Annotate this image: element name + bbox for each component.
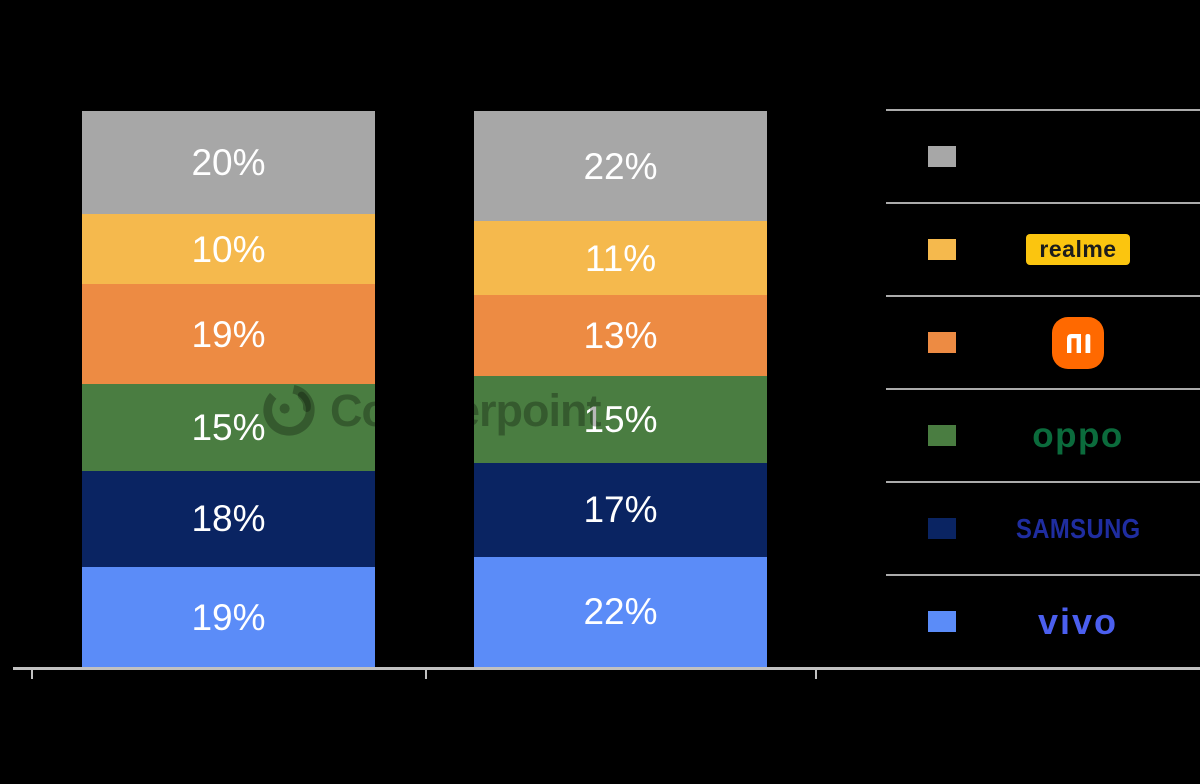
bar-segment-realme-1: 10% bbox=[82, 214, 375, 285]
legend-swatch-vivo bbox=[928, 611, 956, 632]
bar-segment-oppo-1: 15% bbox=[82, 384, 375, 471]
bar-column-1: 20% 10% 19% 15% 18% 19% bbox=[82, 111, 375, 667]
legend-row-others bbox=[886, 109, 1200, 202]
bar-segment-vivo-1: 19% bbox=[82, 567, 375, 667]
segment-value-label: 20% bbox=[191, 142, 266, 184]
bar-column-2: 22% 11% 13% 15% 17% 22% bbox=[474, 111, 767, 667]
bar-segment-vivo-2: 22% bbox=[474, 556, 767, 667]
segment-value-label: 19% bbox=[191, 313, 266, 355]
realme-logo: realme bbox=[1026, 234, 1130, 265]
vivo-logo: vivo bbox=[1037, 600, 1119, 642]
segment-value-label: 10% bbox=[191, 228, 266, 270]
x-axis-tick bbox=[31, 670, 33, 679]
segment-value-label: 19% bbox=[191, 596, 266, 638]
segment-value-label: 15% bbox=[191, 406, 266, 448]
legend-swatch-oppo bbox=[928, 425, 956, 446]
bar-segment-samsung-2: 17% bbox=[474, 462, 767, 557]
segment-value-label: 15% bbox=[583, 398, 658, 440]
x-axis-tick bbox=[815, 670, 817, 679]
samsung-logo: SAMSUNG bbox=[1015, 512, 1141, 544]
xiaomi-logo bbox=[1052, 316, 1104, 369]
segment-value-label: 22% bbox=[583, 591, 658, 633]
legend-logo-cell-realme: realme bbox=[956, 234, 1200, 265]
xiaomi-logo-glyph bbox=[1052, 316, 1104, 369]
bar-segment-oppo-2: 15% bbox=[474, 375, 767, 463]
legend-logo-cell-vivo: vivo bbox=[956, 600, 1200, 642]
bar-segment-xiaomi-2: 13% bbox=[474, 295, 767, 376]
bar-segment-samsung-1: 18% bbox=[82, 470, 375, 568]
bar-segment-others-2: 22% bbox=[474, 111, 767, 222]
segment-value-label: 17% bbox=[583, 489, 658, 531]
segment-value-label: 11% bbox=[584, 237, 657, 279]
x-axis-tick bbox=[425, 670, 427, 679]
oppo-logo: oppo bbox=[1032, 416, 1124, 455]
bar-segment-others-1: 20% bbox=[82, 111, 375, 215]
x-axis-line bbox=[13, 667, 1200, 670]
legend-logo-cell-xiaomi bbox=[956, 316, 1200, 369]
legend-row-vivo: vivo bbox=[886, 574, 1200, 667]
segment-value-label: 22% bbox=[583, 145, 658, 187]
legend-swatch-xiaomi bbox=[928, 332, 956, 353]
legend-row-samsung: SAMSUNG bbox=[886, 481, 1200, 574]
segment-value-label: 18% bbox=[191, 498, 266, 540]
legend-logo-cell-samsung: SAMSUNG bbox=[956, 512, 1200, 544]
bar-segment-xiaomi-1: 19% bbox=[82, 284, 375, 385]
legend-row-realme: realme bbox=[886, 202, 1200, 295]
legend-swatch-samsung bbox=[928, 518, 956, 539]
bar-segment-realme-2: 11% bbox=[474, 221, 767, 296]
legend: realme oppo SAMSUNG vivo bbox=[886, 109, 1200, 667]
legend-swatch-realme bbox=[928, 239, 956, 260]
legend-swatch-others bbox=[928, 146, 956, 167]
legend-row-xiaomi bbox=[886, 295, 1200, 388]
legend-row-oppo: oppo bbox=[886, 388, 1200, 481]
segment-value-label: 13% bbox=[583, 314, 658, 356]
legend-logo-cell-oppo: oppo bbox=[956, 418, 1200, 453]
